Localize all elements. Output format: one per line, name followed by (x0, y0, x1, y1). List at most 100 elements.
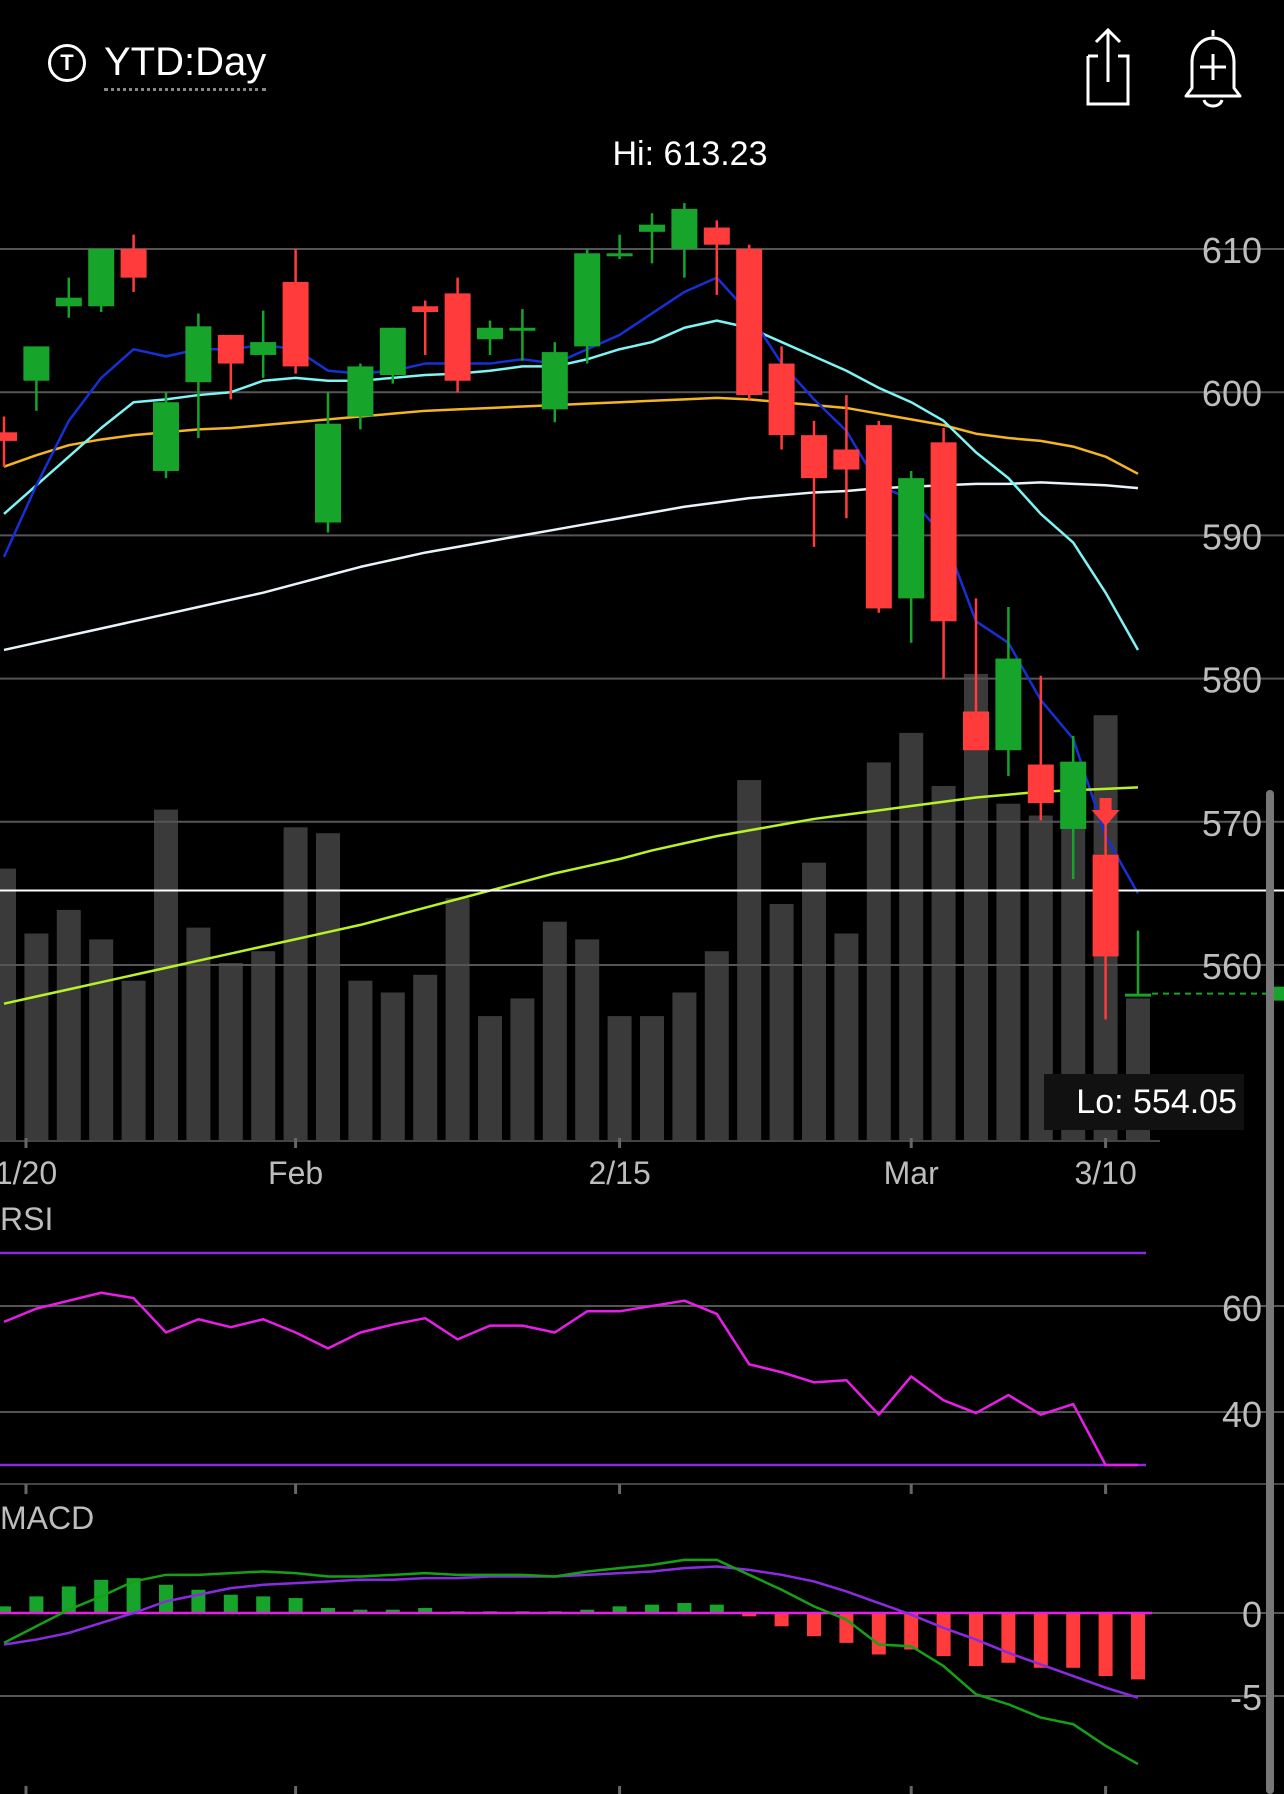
volume-bar (89, 939, 114, 1140)
low-price-label: Lo: 554.05 (1076, 1083, 1237, 1121)
volume-bar (348, 980, 373, 1140)
candle-body (379, 327, 406, 376)
price-tick-label: 570 (1202, 803, 1262, 844)
volume-bar (640, 1016, 664, 1140)
candle-body (995, 658, 1022, 751)
volume-bar (413, 974, 438, 1140)
macd-tick-label: -5 (1230, 1677, 1262, 1718)
x-axis-tick-label: Mar (884, 1155, 939, 1191)
volume-bar (218, 963, 243, 1140)
rsi-tick-label: 60 (1222, 1288, 1262, 1329)
macd-histogram-bar (223, 1594, 238, 1613)
candle-body (930, 442, 957, 622)
period-selector[interactable]: YTD:Day (104, 38, 267, 91)
volume-bar (964, 673, 988, 1140)
macd-histogram-bar (288, 1598, 303, 1613)
last-price-marker (1272, 986, 1284, 1001)
volume-bar (24, 933, 49, 1140)
volume-bar (316, 833, 340, 1140)
x-axis-tick-label: 3/10 (1074, 1155, 1136, 1191)
volume-bar (154, 809, 178, 1140)
volume-bar (510, 998, 535, 1140)
macd-histogram-bar (385, 1609, 400, 1613)
volume-bar (996, 803, 1021, 1140)
volume-bar (866, 762, 891, 1140)
price-tick-label: 580 (1202, 660, 1262, 701)
candle-body (671, 208, 698, 249)
sell-signal-arrow-icon (1091, 798, 1120, 826)
candle-body (1125, 993, 1151, 997)
price-tick-label: 590 (1202, 516, 1262, 557)
volume-bar (445, 898, 470, 1140)
volume-bar (542, 921, 567, 1140)
macd-pane-title: MACD (0, 1500, 94, 1536)
volume-bar (380, 992, 405, 1140)
macd-histogram-bar (936, 1613, 951, 1657)
macd-histogram-bar (871, 1613, 886, 1655)
share-icon[interactable] (1078, 26, 1138, 108)
macd-histogram-bar (1066, 1613, 1081, 1668)
candle-body (315, 423, 341, 523)
volume-bar (931, 786, 956, 1140)
chart-header: T YTD:Day (0, 0, 1284, 130)
volume-bar (704, 951, 729, 1140)
low-price-label-box (1044, 1074, 1244, 1130)
macd-histogram-bar (807, 1613, 821, 1637)
macd-histogram-bar (580, 1609, 595, 1613)
macd-histogram-bar (1033, 1613, 1048, 1668)
candle-body (153, 402, 179, 471)
candle-body (185, 326, 212, 383)
rsi-line (3, 1291, 1138, 1467)
macd-histogram-bar (61, 1586, 76, 1613)
volume-bar (0, 868, 16, 1140)
candle-body (768, 363, 795, 436)
volume-bar (769, 904, 794, 1140)
add-alert-bell-icon[interactable] (1178, 24, 1248, 110)
macd-histogram-bar (645, 1604, 659, 1613)
sma-200-line (3, 786, 1139, 1005)
candle-body (963, 711, 989, 751)
rsi-pane-title: RSI (0, 1201, 53, 1237)
macd-histogram-bar (29, 1596, 44, 1613)
candle-body (1027, 764, 1054, 804)
candle-body (23, 346, 50, 381)
candle-body (250, 342, 277, 355)
macd-histogram-bar (126, 1578, 141, 1613)
price-tick-label: 560 (1202, 946, 1262, 987)
macd-histogram-bar (742, 1613, 757, 1617)
volume-bar (802, 862, 826, 1140)
candle-body (639, 224, 665, 232)
candle-body (347, 366, 374, 417)
macd-histogram-bar (677, 1603, 692, 1613)
volume-bar (834, 933, 859, 1140)
macd-signal-line (3, 1565, 1139, 1699)
macd-histogram-bar (839, 1613, 854, 1643)
volume-bar (672, 992, 697, 1140)
candle-body (1060, 761, 1087, 829)
volume-bar (607, 1016, 632, 1140)
macd-line (3, 1558, 1139, 1766)
macd-histogram-bar (321, 1608, 335, 1613)
candle-body (541, 352, 568, 410)
macd-histogram-bar (1131, 1613, 1145, 1680)
macd-histogram-bar (353, 1609, 368, 1613)
vertical-scrollbar[interactable] (1266, 790, 1274, 1794)
macd-histogram-bar (0, 1606, 11, 1613)
candle-body (833, 449, 860, 470)
macd-histogram-bar (159, 1584, 173, 1613)
volume-bar (251, 951, 276, 1140)
ema-mid-line (3, 319, 1140, 651)
ticker-symbol-icon[interactable]: T (48, 44, 86, 82)
macd-histogram-bar (709, 1604, 724, 1613)
macd-histogram-bar (774, 1613, 789, 1627)
candle-body (217, 334, 244, 364)
candle-body (801, 435, 827, 479)
high-price-label: Hi: 613.23 (613, 135, 768, 173)
x-axis-tick-label: 2/15 (588, 1155, 650, 1191)
macd-histogram-bar (904, 1613, 919, 1650)
candle-body (282, 281, 309, 367)
macd-histogram-bar (418, 1608, 433, 1613)
price-tick-label: 600 (1202, 373, 1262, 414)
candle-body (509, 327, 536, 331)
